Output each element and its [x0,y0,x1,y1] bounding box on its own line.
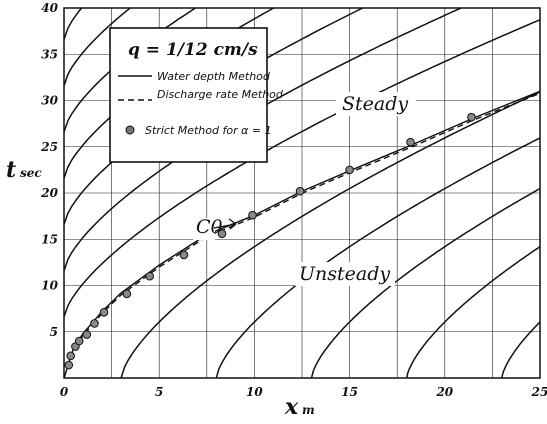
co-arrow-shaft [213,223,237,229]
x-tick-label: 15 [341,385,358,399]
steady-label: Steady [342,93,408,115]
legend-box [109,27,268,163]
legend-marker-swatch [125,125,135,135]
steady-characteristic-curve [64,8,83,40]
x-tick-label: 5 [155,385,163,399]
strict-method-point [90,319,99,328]
steady-label-bg [336,92,416,116]
strict-method-point [345,165,354,175]
x-axis-unit: m [302,403,315,417]
unsteady-label-bg [295,262,395,286]
x-tick-label: 20 [435,385,453,399]
x-tick-labels: 0 5 10 15 20 25 [60,385,547,399]
y-axis-label: t sec [6,157,42,183]
y-tick-label: 5 [50,325,58,339]
steady-characteristic-curve [64,8,132,86]
unsteady-label: Unsteady [299,263,390,285]
strict-method-point [248,210,257,220]
y-tick-label: 20 [40,186,58,200]
strict-method-point [74,336,84,346]
legend-entry-strict-method: Strict Method for α = 1 [145,124,272,137]
strict-method-point [217,229,227,238]
strict-method-point [179,250,189,260]
strict-method-points [64,112,476,370]
co-arrow-head [228,218,237,230]
strict-method-point [82,330,92,339]
unsteady-characteristic-curve [501,321,540,378]
y-tick-label: 35 [41,47,58,61]
strict-method-point [467,112,476,122]
strict-method-point [64,360,74,370]
unsteady-characteristic-curve [310,187,540,378]
y-tick-label: 25 [40,140,58,154]
x-tick-label: 0 [60,385,69,399]
y-tick-label: 10 [41,279,58,293]
steady-characteristic-curve [64,19,540,318]
legend-entry-discharge-rate: Discharge rate Method [157,88,284,101]
y-axis-unit: sec [20,166,42,180]
steady-characteristic-curve [64,8,463,271]
discharge-rate-method-line [64,92,540,378]
strict-method-point [122,289,132,299]
y-tick-label: 15 [41,232,58,246]
co-label: C0 [196,216,223,238]
strict-method-point [66,351,75,361]
legend-entry-water-depth: Water depth Method [157,70,271,83]
legend-title: q = 1/12 cm/s [128,40,258,60]
strict-method-point [99,308,109,317]
y-axis-symbol: t [6,157,16,183]
x-tick-label: 25 [531,385,547,399]
plot-frame [63,7,541,379]
y-tick-label: 40 [41,1,58,15]
y-tick-labels: 5 10 15 20 25 30 35 40 [40,1,58,339]
strict-method-point [295,186,305,196]
legend: q = 1/12 cm/s Water depth Method Dischar… [109,27,284,163]
unsteady-characteristic-curve [405,246,540,378]
unsteady-characteristic-curve [215,137,540,378]
y-tick-label: 30 [41,94,58,108]
strict-method-point [406,137,415,147]
x-axis-label: x m [284,394,315,420]
strict-method-point [145,271,154,281]
unsteady-characteristic-curve [120,91,540,378]
x-tick-label: 10 [246,385,263,399]
x-axis-symbol: x [284,394,299,420]
co-label-bg [193,218,215,240]
